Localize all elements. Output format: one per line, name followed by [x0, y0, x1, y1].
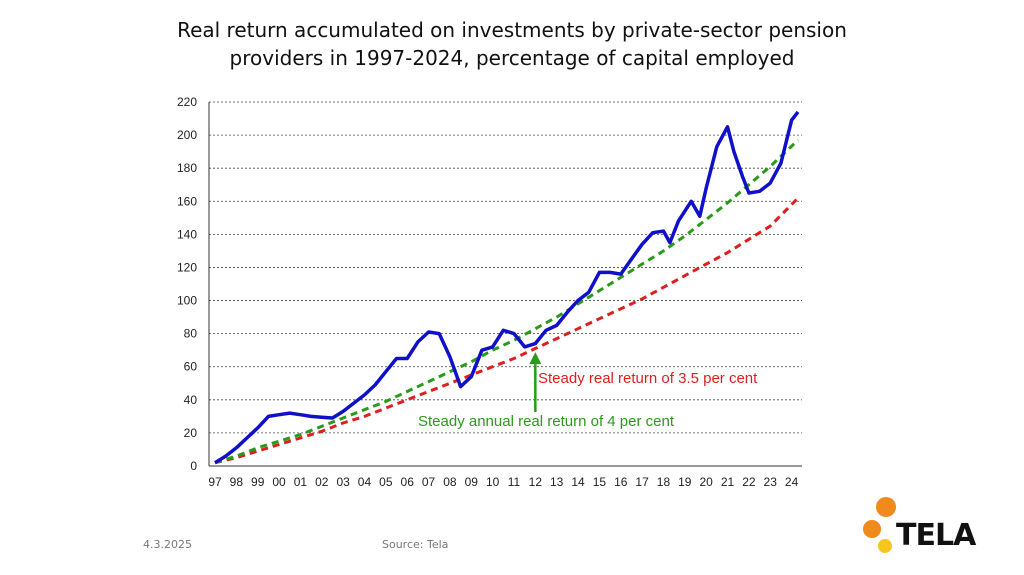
x-tick-label: 09 [465, 475, 479, 489]
chart-title-line2: providers in 1997-2024, percentage of ca… [229, 46, 795, 70]
series-lines [214, 110, 800, 465]
annotation-arrow-head [529, 352, 542, 365]
x-tick-label: 12 [529, 475, 543, 489]
chart-title-line1: Real return accumulated on investments b… [177, 18, 847, 42]
x-tick-label: 21 [721, 475, 735, 489]
x-tick-label: 19 [678, 475, 692, 489]
y-axis-tick-labels: 0 20 40 60 80 100 120 140 160 180 200 220 [177, 95, 197, 473]
x-tick-label: 06 [401, 475, 415, 489]
y-tick-label: 220 [177, 95, 197, 109]
x-tick-label: 10 [486, 475, 500, 489]
x-tick-label: 23 [764, 475, 778, 489]
x-tick-label: 11 [508, 475, 521, 489]
annotation-arrow [529, 352, 542, 412]
logo-circle-left [863, 520, 881, 538]
x-tick-label: 04 [358, 475, 372, 489]
annotations: Steady real return of 3.5 per cent Stead… [418, 352, 758, 430]
grid-lines [208, 101, 802, 467]
logo-circle-bottom [878, 539, 892, 553]
x-tick-label: 99 [251, 475, 265, 489]
chart-title: Real return accumulated on investments b… [0, 16, 1024, 72]
y-tick-label: 100 [177, 294, 197, 308]
x-tick-label: 18 [657, 475, 671, 489]
y-tick-label: 0 [190, 459, 197, 473]
x-tick-label: 08 [443, 475, 457, 489]
y-tick-label: 200 [177, 128, 197, 142]
slide-source: Source: Tela [382, 538, 449, 551]
x-tick-label: 07 [422, 475, 436, 489]
x-tick-label: 02 [315, 475, 329, 489]
x-tick-label: 24 [785, 475, 799, 489]
x-tick-label: 13 [550, 475, 564, 489]
logo-text: TELA [896, 518, 976, 553]
y-tick-label: 20 [184, 426, 198, 440]
logo-circle-top [876, 497, 896, 517]
tela-logo-mark [863, 497, 896, 553]
x-tick-label: 16 [614, 475, 628, 489]
x-tick-label: 15 [593, 475, 607, 489]
x-tick-label: 97 [208, 475, 222, 489]
y-tick-label: 180 [177, 161, 197, 175]
y-tick-label: 40 [184, 393, 198, 407]
x-tick-label: 00 [272, 475, 286, 489]
slide-date: 4.3.2025 [143, 538, 192, 551]
x-tick-label: 98 [230, 475, 244, 489]
x-tick-label: 03 [336, 475, 350, 489]
series-line-actual [214, 110, 800, 465]
x-tick-label: 05 [379, 475, 393, 489]
series-line-red [214, 196, 800, 465]
y-tick-label: 160 [177, 194, 197, 208]
x-tick-label: 14 [571, 475, 585, 489]
y-tick-label: 80 [184, 327, 198, 341]
x-tick-label: 01 [294, 475, 308, 489]
x-axis-tick-labels: 97 98 99 00 01 02 03 04 05 06 07 08 09 10 11 12 13 14 15 16… [208, 475, 798, 489]
y-tick-label: 120 [177, 260, 197, 274]
annotation-green-line: Steady annual real return of 4 per cent [418, 413, 675, 430]
x-tick-label: 17 [635, 475, 649, 489]
y-tick-label: 140 [177, 227, 197, 241]
annotation-red-line: Steady real return of 3.5 per cent [538, 370, 758, 387]
x-tick-label: 20 [699, 475, 713, 489]
tela-logo: TELA [858, 495, 978, 557]
y-tick-label: 60 [184, 360, 198, 374]
series-line-green [214, 139, 800, 465]
x-tick-label: 22 [742, 475, 756, 489]
